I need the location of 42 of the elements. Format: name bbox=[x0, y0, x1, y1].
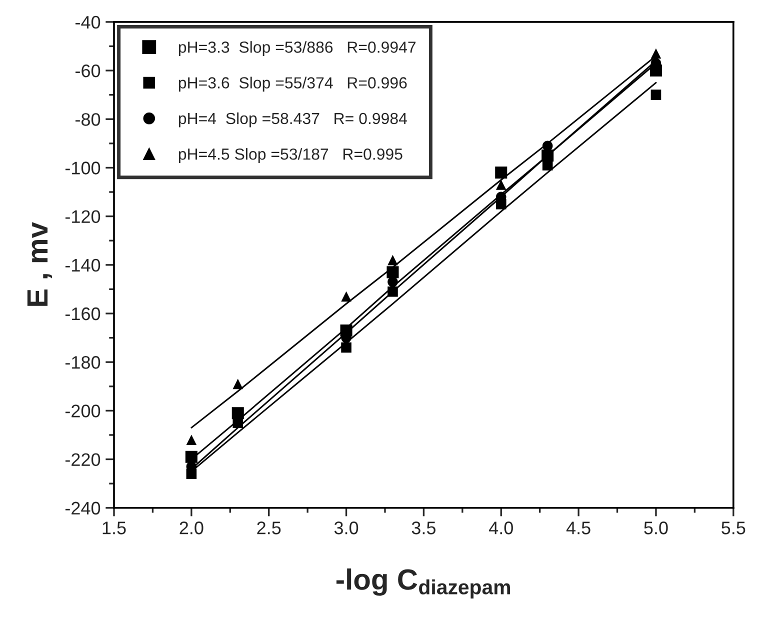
point bbox=[542, 160, 553, 170]
y-tick-label: -40 bbox=[76, 16, 100, 29]
y-tick-label: -160 bbox=[65, 307, 100, 320]
y-tick-label: -180 bbox=[65, 356, 100, 369]
legend-label: pH=3.6 Slop =55/374 R=0.996 bbox=[178, 76, 407, 92]
point bbox=[495, 166, 508, 179]
y-tick-label: -140 bbox=[65, 258, 100, 272]
point bbox=[232, 418, 244, 428]
y-tick-label: -60 bbox=[76, 64, 100, 78]
legend-label: pH=4 Slop =58.437 R= 0.9984 bbox=[178, 112, 407, 128]
point bbox=[388, 276, 398, 288]
point bbox=[388, 286, 398, 297]
x-tick-label: 1.5 bbox=[102, 522, 126, 534]
x-tick-label: 4.0 bbox=[488, 522, 513, 534]
x-tick-label: 3.0 bbox=[334, 522, 358, 534]
y-tick-label: -100 bbox=[65, 162, 100, 174]
y-tick-label: -200 bbox=[65, 404, 100, 418]
x-axis-title: -log C$_{diazepam}$ bbox=[336, 568, 510, 598]
point bbox=[650, 90, 662, 100]
y-tick-label: -80 bbox=[76, 113, 100, 126]
point bbox=[386, 266, 399, 278]
point bbox=[388, 254, 398, 266]
point bbox=[341, 291, 352, 302]
x-tick-label: 2.5 bbox=[257, 522, 281, 534]
point bbox=[341, 342, 352, 353]
point bbox=[232, 378, 244, 390]
y-tick-label: -220 bbox=[65, 453, 100, 466]
y-axis-title: E , mv bbox=[27, 222, 52, 306]
legend-label: pH=3.3 Slop =53/886 R=0.9947 bbox=[178, 41, 416, 56]
x-tick-label: 5.0 bbox=[644, 522, 668, 534]
point bbox=[185, 450, 198, 463]
point bbox=[186, 434, 197, 445]
x-tick-label: 5.5 bbox=[722, 522, 746, 534]
point bbox=[496, 180, 506, 190]
legend-label: pH=4.5 Slop =53/187 R=0.995 bbox=[178, 148, 402, 163]
point bbox=[650, 48, 662, 59]
x-tick-label: 3.5 bbox=[412, 522, 436, 534]
point bbox=[542, 140, 553, 152]
y-tick-label: -120 bbox=[65, 210, 100, 224]
x-tick-label: 4.5 bbox=[566, 522, 590, 534]
x-tick-label: 2.0 bbox=[180, 522, 204, 534]
y-tick-label: -240 bbox=[65, 502, 100, 515]
